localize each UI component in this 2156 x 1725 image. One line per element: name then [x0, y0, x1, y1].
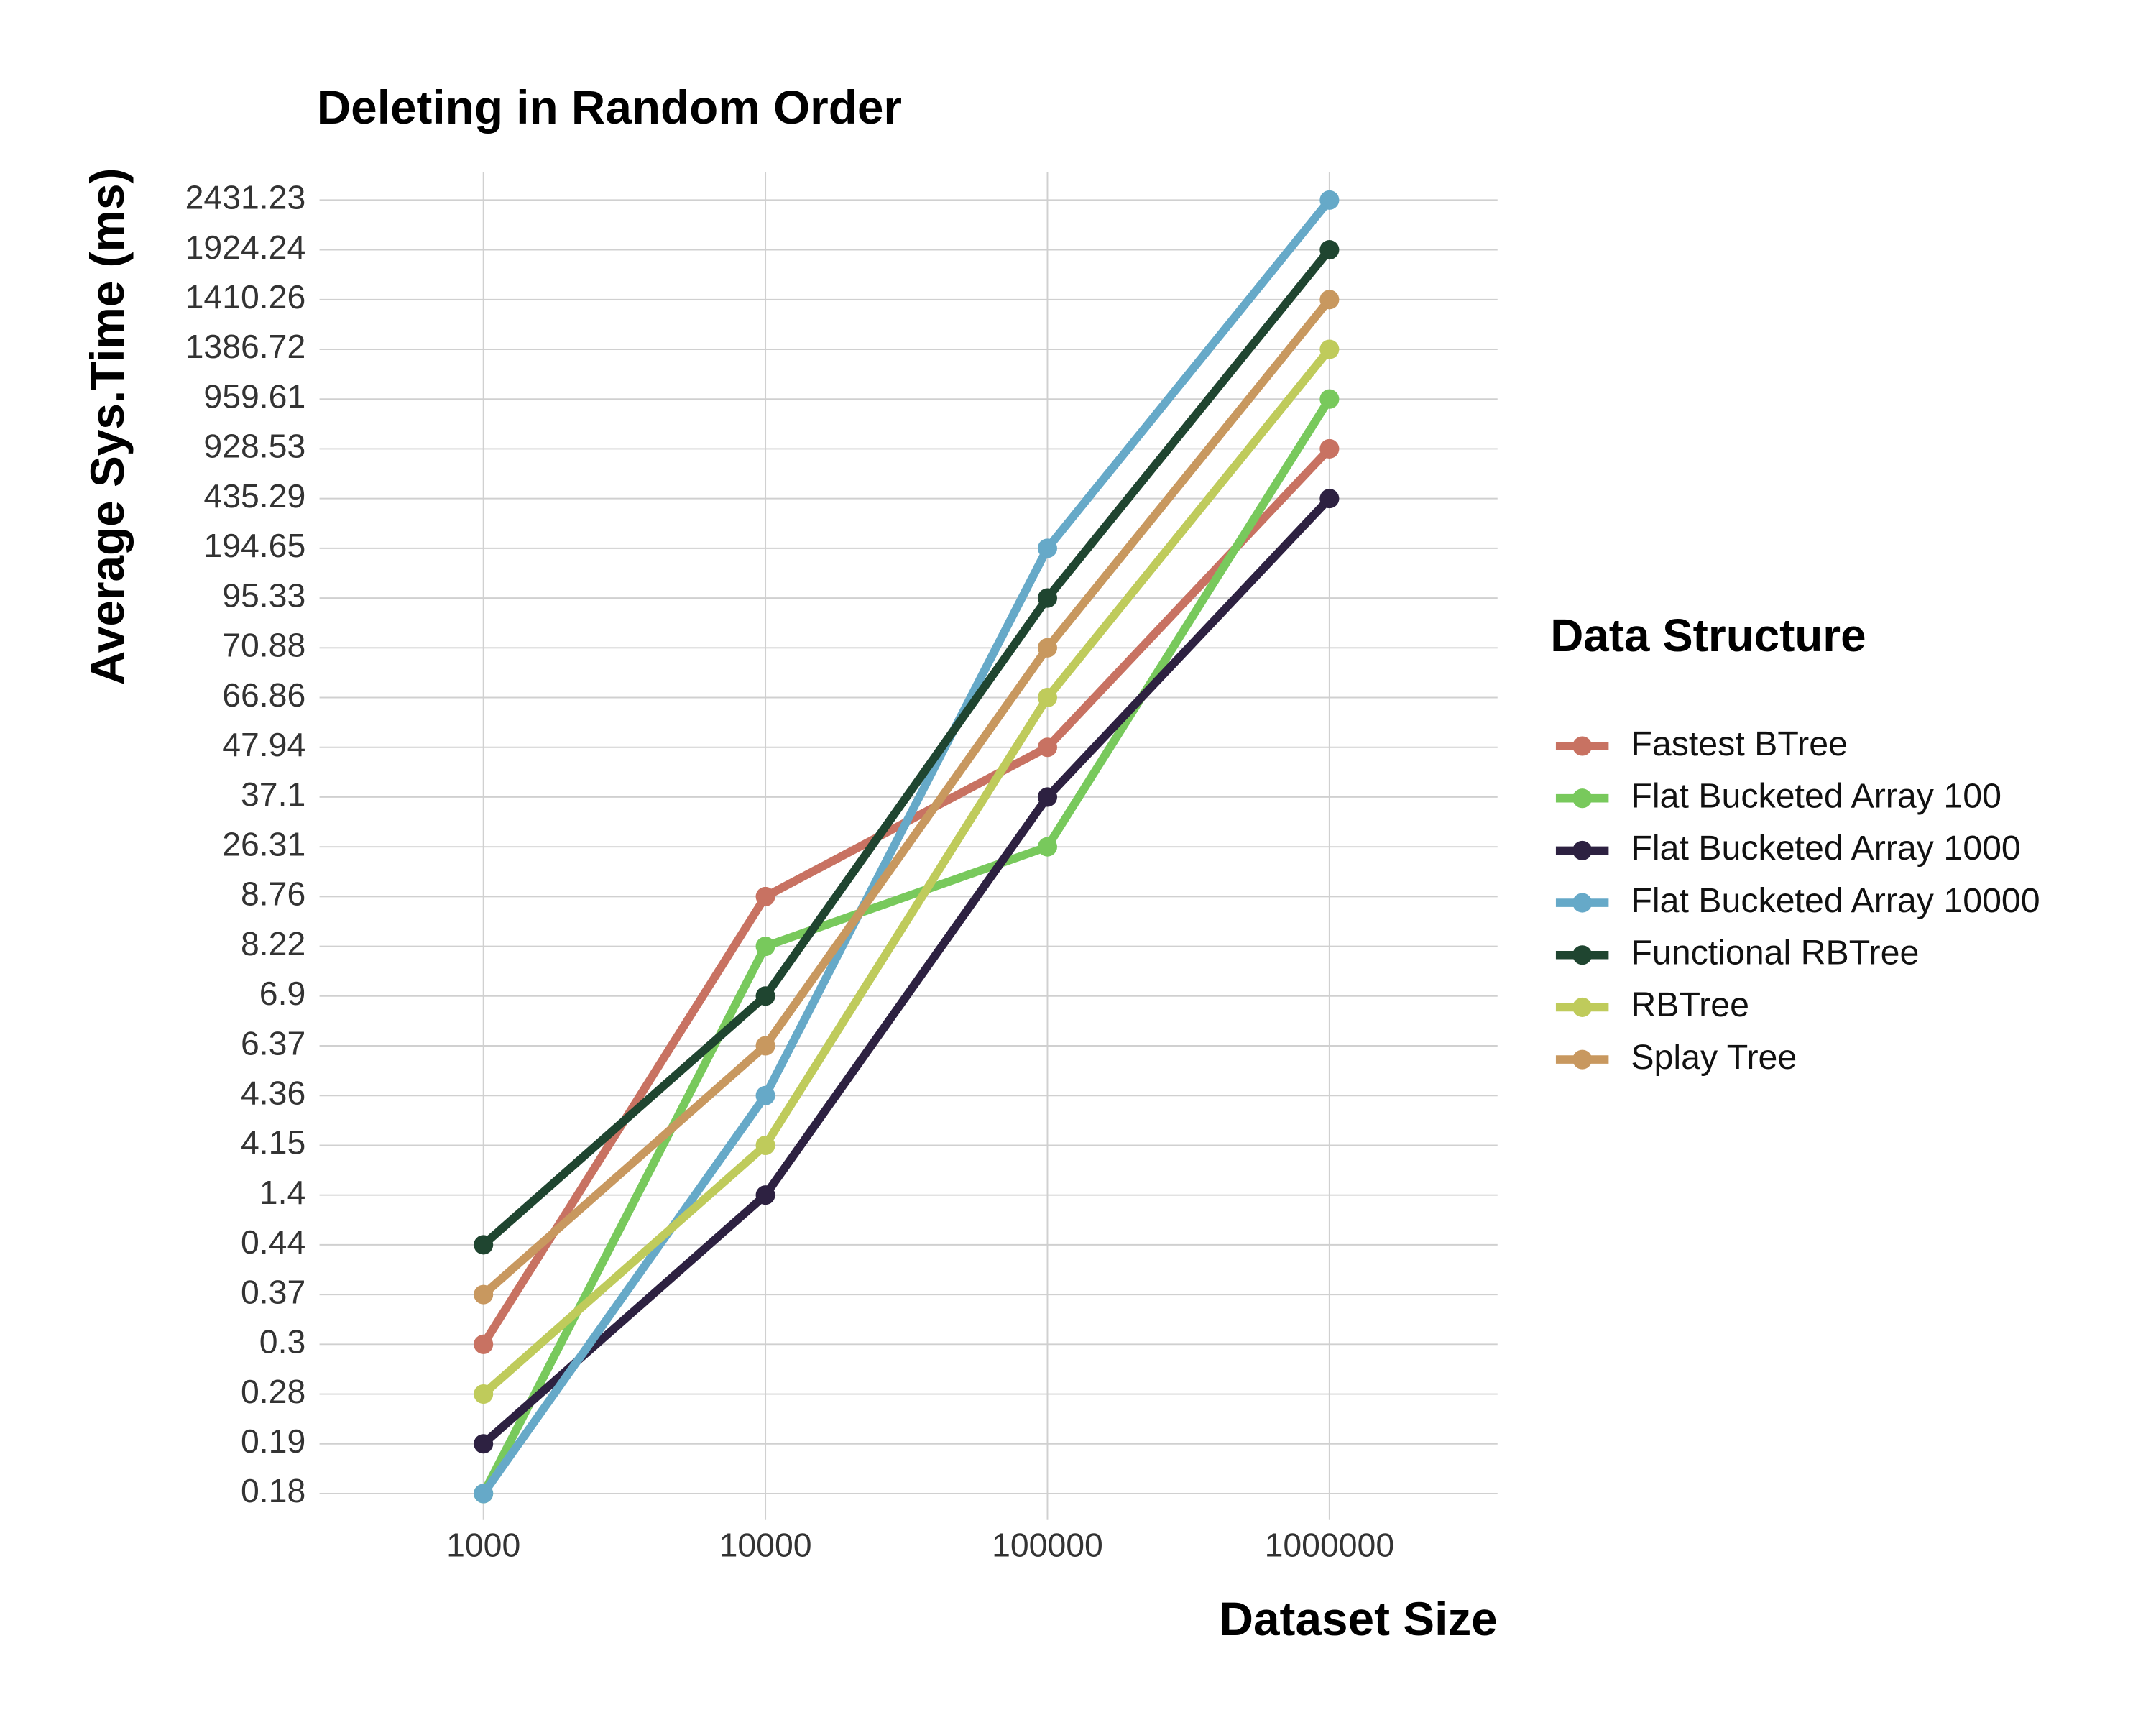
y-tick-label: 26.31 — [222, 825, 305, 862]
data-point — [755, 1036, 775, 1056]
data-point — [1037, 638, 1058, 658]
data-point — [474, 1334, 494, 1354]
y-tick-label: 70.88 — [222, 627, 305, 664]
legend-swatch-dot — [1572, 788, 1593, 809]
y-tick-label: 1410.26 — [185, 278, 306, 316]
y-tick-label: 1.4 — [259, 1174, 305, 1211]
series-line — [480, 346, 1333, 1397]
y-tick-label: 37.1 — [241, 776, 305, 813]
series-line — [480, 297, 1333, 1298]
series-line — [479, 397, 1333, 1496]
data-point — [755, 937, 775, 957]
data-point — [1037, 787, 1058, 807]
legend-label: Flat Bucketed Array 100 — [1631, 776, 2001, 815]
y-tick-label: 47.94 — [222, 726, 305, 763]
data-point — [1319, 438, 1340, 459]
y-tick-label: 1924.24 — [185, 229, 306, 266]
x-tick-label: 100000 — [992, 1527, 1103, 1564]
legend-label: Fastest BTree — [1631, 724, 1848, 763]
x-tick-label: 10000 — [719, 1527, 812, 1564]
y-tick-label: 66.86 — [222, 676, 305, 714]
data-point — [1319, 389, 1340, 409]
data-point — [1319, 339, 1340, 359]
y-tick-label: 0.37 — [241, 1273, 305, 1310]
x-tick-label: 1000000 — [1265, 1527, 1395, 1564]
y-tick-label: 2431.23 — [185, 179, 306, 216]
legend-swatch-dot — [1572, 945, 1593, 965]
y-tick-label: 6.37 — [241, 1024, 305, 1062]
data-point — [755, 1135, 775, 1155]
data-point — [1037, 737, 1058, 758]
data-point — [1037, 588, 1058, 608]
x-axis-title: Dataset Size — [1220, 1593, 1498, 1645]
legend-label: Flat Bucketed Array 10000 — [1631, 881, 2040, 920]
y-tick-label: 95.33 — [222, 576, 305, 614]
y-axis-title: Average Sys.Time (ms) — [81, 168, 134, 686]
y-tick-label: 6.9 — [259, 975, 305, 1012]
data-point — [1037, 687, 1058, 708]
y-tick-label: 928.53 — [203, 428, 305, 465]
y-tick-label: 959.61 — [203, 377, 305, 415]
data-point — [1037, 837, 1058, 857]
legend-label: Splay Tree — [1631, 1038, 1797, 1077]
legend-swatch-dot — [1572, 736, 1593, 756]
legend-swatch-dot — [1572, 1049, 1593, 1070]
data-point — [1319, 190, 1340, 210]
chart-title: Deleting in Random Order — [317, 81, 902, 134]
legend-label: Functional RBTree — [1631, 934, 1919, 972]
y-tick-label: 0.3 — [259, 1323, 305, 1361]
series-line — [479, 197, 1333, 1496]
y-tick-label: 0.28 — [241, 1373, 305, 1410]
data-point — [1319, 290, 1340, 310]
y-tick-label: 8.22 — [241, 925, 305, 962]
data-point — [755, 886, 775, 906]
y-tick-label: 0.44 — [241, 1223, 305, 1261]
y-tick-label: 194.65 — [203, 527, 305, 564]
y-tick-label: 8.76 — [241, 875, 305, 913]
data-point — [474, 1434, 494, 1454]
data-point — [1319, 489, 1340, 509]
y-tick-label: 4.36 — [241, 1074, 305, 1111]
legend-label: RBTree — [1631, 985, 1749, 1024]
data-point — [474, 1384, 494, 1404]
data-point — [474, 1484, 494, 1504]
legend-swatch-dot — [1572, 893, 1593, 913]
series-line — [480, 495, 1333, 1448]
y-tick-label: 435.29 — [203, 477, 305, 515]
legend-swatch-dot — [1572, 997, 1593, 1017]
legend-title: Data Structure — [1550, 610, 1866, 661]
legend-swatch-dot — [1572, 840, 1593, 860]
data-point — [474, 1235, 494, 1255]
series-line — [480, 247, 1333, 1248]
legend-label: Flat Bucketed Array 1000 — [1631, 829, 2020, 868]
data-point — [755, 1085, 775, 1105]
x-tick-label: 1000 — [446, 1527, 520, 1564]
data-point — [755, 986, 775, 1006]
data-point — [1319, 240, 1340, 260]
data-point — [474, 1284, 494, 1305]
data-point — [1037, 538, 1058, 558]
y-tick-label: 0.19 — [241, 1422, 305, 1460]
data-point — [755, 1185, 775, 1205]
y-tick-label: 0.18 — [241, 1472, 305, 1509]
y-tick-label: 4.15 — [241, 1124, 305, 1162]
y-tick-label: 1386.72 — [185, 328, 306, 365]
